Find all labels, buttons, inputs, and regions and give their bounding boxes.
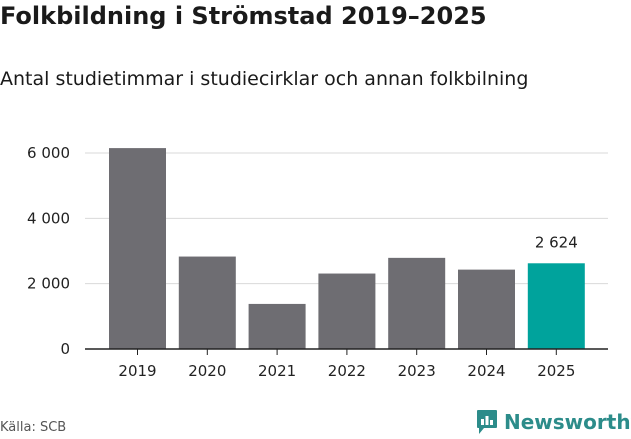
y-axis-ticks: 0 2 000 4 000 6 000 [27,144,70,358]
brand-logo: Newsworthy [476,407,631,437]
x-tick-label: 2023 [398,362,436,380]
brand-name: Newsworthy [504,410,631,434]
bar-2024 [458,269,515,349]
x-tick-label: 2021 [258,362,296,380]
data-labels: 2 624 [535,233,578,251]
y-tick-label: 4 000 [27,209,70,227]
bar-2021 [248,303,306,349]
source-note: Källa: SCB [0,420,67,435]
bar-2020 [178,256,236,349]
newsworthy-logo-icon [477,410,497,434]
x-tick-label: 2024 [467,362,505,380]
bar-2025 [527,263,585,349]
bars [109,148,585,349]
x-tick-label: 2019 [118,362,156,380]
x-tick-label: 2025 [537,362,575,380]
bar-2023 [388,257,446,349]
data-label: 2 624 [535,233,578,251]
y-tick-label: 6 000 [27,144,70,162]
chart-subtitle: Antal studietimmar i studiecirklar och a… [0,68,529,90]
y-tick-label: 0 [60,340,70,358]
chart-title: Folkbildning i Strömstad 2019–2025 [0,2,487,30]
x-tick-label: 2022 [328,362,366,380]
bar-chart: 0 2 000 4 000 6 000 2019 2020 2021 2022 2023 202… [27,144,608,380]
x-axis-ticks: 2019 2020 2021 2022 2023 2024 2025 [118,349,575,380]
bar-2019 [109,148,166,349]
y-tick-label: 2 000 [27,275,70,293]
bar-2022 [318,273,376,349]
x-tick-label: 2020 [188,362,226,380]
